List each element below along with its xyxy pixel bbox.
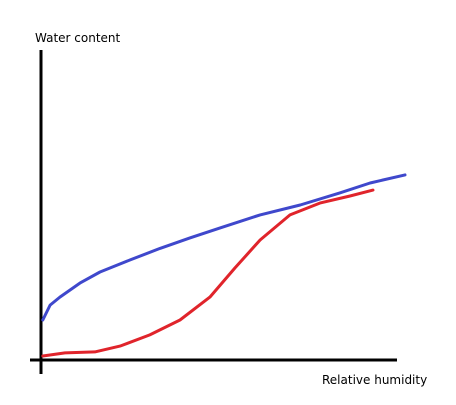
data-line (41, 188, 375, 358)
data-line (41, 173, 407, 322)
y-axis-label: Water content (35, 31, 121, 45)
x-axis-label: Relative humidity (322, 373, 427, 387)
